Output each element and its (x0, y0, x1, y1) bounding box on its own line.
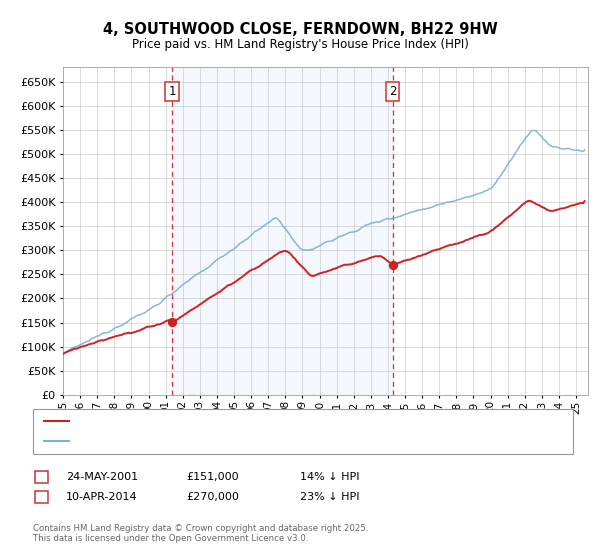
Text: 10-APR-2014: 10-APR-2014 (66, 492, 137, 502)
Text: 1: 1 (38, 472, 45, 482)
Point (388, 260, 397, 269)
Text: HPI: Average price, detached house, Dorset: HPI: Average price, detached house, Dors… (74, 436, 301, 446)
Text: 4, SOUTHWOOD CLOSE, FERNDOWN, BH22 9HW (detached house): 4, SOUTHWOOD CLOSE, FERNDOWN, BH22 9HW (… (74, 416, 421, 426)
Text: 1: 1 (168, 85, 176, 98)
Text: Price paid vs. HM Land Registry's House Price Index (HPI): Price paid vs. HM Land Registry's House … (131, 38, 469, 51)
Point (167, 318, 177, 326)
Text: 24-MAY-2001: 24-MAY-2001 (66, 472, 138, 482)
Bar (172, 67, 392, 395)
Text: £151,000: £151,000 (186, 472, 239, 482)
Text: Contains HM Land Registry data © Crown copyright and database right 2025.
This d: Contains HM Land Registry data © Crown c… (33, 524, 368, 543)
Text: 4, SOUTHWOOD CLOSE, FERNDOWN, BH22 9HW: 4, SOUTHWOOD CLOSE, FERNDOWN, BH22 9HW (103, 22, 497, 38)
Text: £270,000: £270,000 (186, 492, 239, 502)
Text: 23% ↓ HPI: 23% ↓ HPI (300, 492, 359, 502)
Text: 2: 2 (38, 492, 45, 502)
Text: 14% ↓ HPI: 14% ↓ HPI (300, 472, 359, 482)
Text: 2: 2 (389, 85, 396, 98)
